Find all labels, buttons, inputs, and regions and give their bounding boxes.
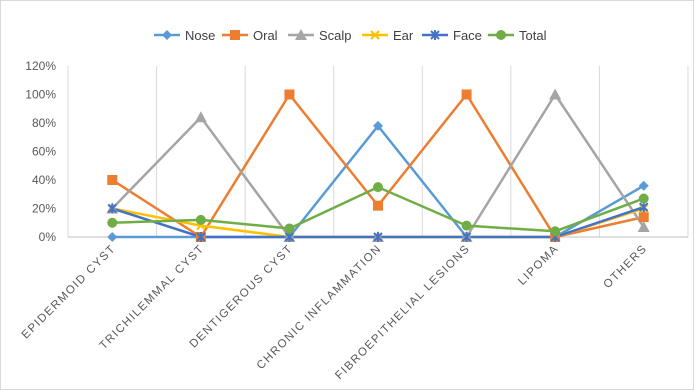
y-axis-ticks: 0% 20% 40% 60% 80% 100% 120% [25,59,56,244]
legend-marker-oral [230,30,240,40]
y-tick-label: 20% [32,202,56,216]
point-oral [373,201,383,211]
point-total [462,221,472,231]
legend-item-total: Total [488,28,547,43]
point-total [196,215,206,225]
point-total [373,182,383,192]
x-category-label: LIPOMA [516,243,561,288]
point-oral [284,90,294,100]
point-total [639,194,649,204]
legend-label-oral: Oral [253,28,278,43]
series-lines [112,95,643,238]
point-scalp [195,111,207,122]
legend-label-ear: Ear [393,28,414,43]
x-category-label: OTHERS [602,243,650,291]
legend-label-nose: Nose [185,28,215,43]
y-tick-label: 80% [32,116,56,130]
legend: Nose Oral Scalp Ear Face Total [154,28,547,43]
legend-item-nose: Nose [154,28,215,43]
legend-item-ear: Ear [362,28,414,43]
y-tick-label: 40% [32,173,56,187]
legend-marker-nose [162,30,172,40]
series-line-oral [112,95,643,238]
point-nose [107,232,117,242]
legend-item-scalp: Scalp [288,28,352,43]
y-tick-label: 0% [39,230,57,244]
point-oral [462,90,472,100]
point-scalp [549,89,561,100]
point-total [550,226,560,236]
x-category-label: EPIDERMOID CYST [20,243,119,342]
legend-label-face: Face [453,28,482,43]
point-oral [639,212,649,222]
y-tick-label: 120% [25,59,56,73]
y-tick-label: 60% [32,145,56,159]
legend-marker-total [496,30,506,40]
point-nose [639,181,649,191]
x-category-label: TRICHILEMMAL CYST [97,243,207,353]
point-total [284,223,294,233]
point-oral [107,175,117,185]
series-markers [106,89,649,243]
y-tick-label: 100% [25,88,56,102]
series-line-scalp [112,95,643,238]
legend-item-oral: Oral [222,28,278,43]
legend-label-scalp: Scalp [319,28,352,43]
legend-item-face: Face [422,28,482,43]
x-category-label: DENTIGEROUS CYST [188,243,296,351]
point-total [107,218,117,228]
legend-label-total: Total [519,28,547,43]
